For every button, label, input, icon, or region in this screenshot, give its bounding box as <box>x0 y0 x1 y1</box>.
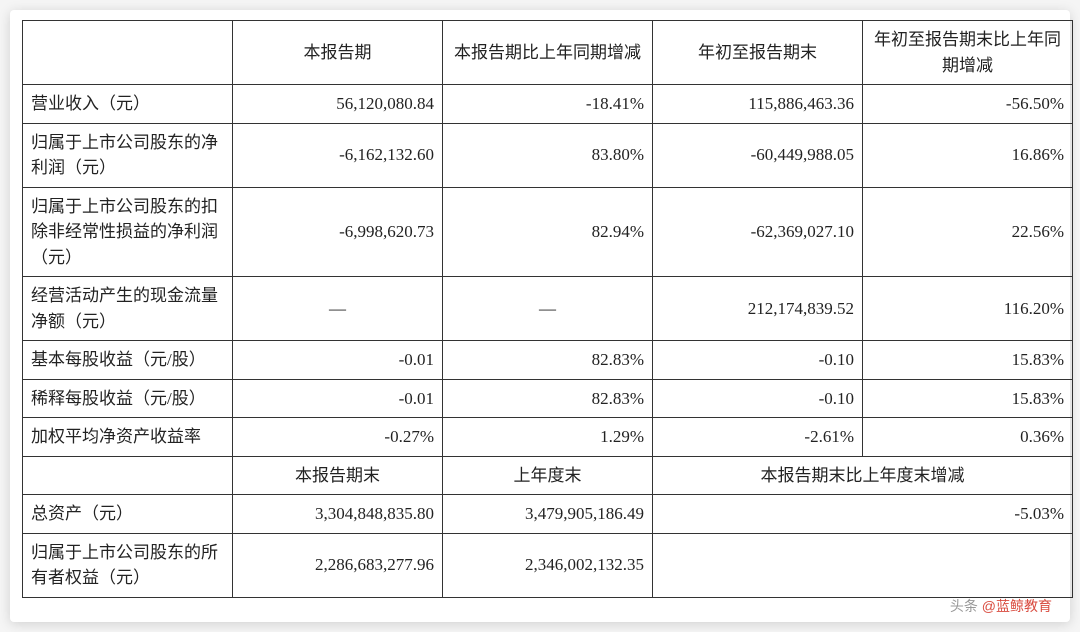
cell-value: 16.86% <box>863 123 1073 187</box>
row-label: 营业收入（元） <box>23 85 233 124</box>
row-label: 归属于上市公司股东的扣除非经常性损益的净利润（元） <box>23 187 233 277</box>
cell-value: — <box>233 277 443 341</box>
table-row: 总资产（元） 3,304,848,835.80 3,479,905,186.49… <box>23 495 1073 534</box>
cell-value: 15.83% <box>863 379 1073 418</box>
col-header-period-end: 本报告期末 <box>233 456 443 495</box>
table-row: 稀释每股收益（元/股） -0.01 82.83% -0.10 15.83% <box>23 379 1073 418</box>
cell-value: 116.20% <box>863 277 1073 341</box>
table-row: 经营活动产生的现金流量净额（元） — — 212,174,839.52 116.… <box>23 277 1073 341</box>
section2-header-row: 本报告期末 上年度末 本报告期末比上年度末增减 <box>23 456 1073 495</box>
row-label: 基本每股收益（元/股） <box>23 341 233 380</box>
cell-value: -0.10 <box>653 341 863 380</box>
table-card: 本报告期 本报告期比上年同期增减 年初至报告期末 年初至报告期末比上年同期增减 … <box>10 10 1070 622</box>
cell-value: -18.41% <box>443 85 653 124</box>
table-row: 归属于上市公司股东的扣除非经常性损益的净利润（元） -6,998,620.73 … <box>23 187 1073 277</box>
table-row: 营业收入（元） 56,120,080.84 -18.41% 115,886,46… <box>23 85 1073 124</box>
cell-value: 2,286,683,277.96 <box>233 533 443 597</box>
col-header-prev-year-end: 上年度末 <box>443 456 653 495</box>
cell-value: -0.01 <box>233 341 443 380</box>
cell-value: 15.83% <box>863 341 1073 380</box>
cell-value <box>653 533 1073 597</box>
cell-value: 2,346,002,132.35 <box>443 533 653 597</box>
cell-value: -0.27% <box>233 418 443 457</box>
cell-value: 3,304,848,835.80 <box>233 495 443 534</box>
cell-value: 82.83% <box>443 379 653 418</box>
row-label: 经营活动产生的现金流量净额（元） <box>23 277 233 341</box>
cell-value: -6,998,620.73 <box>233 187 443 277</box>
cell-value: -56.50% <box>863 85 1073 124</box>
col-header-change: 本报告期末比上年度末增减 <box>653 456 1073 495</box>
row-label: 归属于上市公司股东的净利润（元） <box>23 123 233 187</box>
blank-header <box>23 456 233 495</box>
cell-value: 3,479,905,186.49 <box>443 495 653 534</box>
cell-value: 83.80% <box>443 123 653 187</box>
col-header-yoy: 本报告期比上年同期增减 <box>443 21 653 85</box>
table-row: 加权平均净资产收益率 -0.27% 1.29% -2.61% 0.36% <box>23 418 1073 457</box>
cell-value: 115,886,463.36 <box>653 85 863 124</box>
financial-table: 本报告期 本报告期比上年同期增减 年初至报告期末 年初至报告期末比上年同期增减 … <box>22 20 1073 598</box>
cell-value: 82.83% <box>443 341 653 380</box>
table-row: 归属于上市公司股东的所有者权益（元） 2,286,683,277.96 2,34… <box>23 533 1073 597</box>
row-label: 加权平均净资产收益率 <box>23 418 233 457</box>
row-label: 稀释每股收益（元/股） <box>23 379 233 418</box>
cell-value: 82.94% <box>443 187 653 277</box>
section1-header-row: 本报告期 本报告期比上年同期增减 年初至报告期末 年初至报告期末比上年同期增减 <box>23 21 1073 85</box>
table-row: 基本每股收益（元/股） -0.01 82.83% -0.10 15.83% <box>23 341 1073 380</box>
col-header-ytd: 年初至报告期末 <box>653 21 863 85</box>
cell-value: 1.29% <box>443 418 653 457</box>
cell-value: 0.36% <box>863 418 1073 457</box>
cell-value: -2.61% <box>653 418 863 457</box>
cell-value: -5.03% <box>653 495 1073 534</box>
cell-value: -60,449,988.05 <box>653 123 863 187</box>
cell-value: 56,120,080.84 <box>233 85 443 124</box>
col-header-ytd-yoy: 年初至报告期末比上年同期增减 <box>863 21 1073 85</box>
cell-value: -0.01 <box>233 379 443 418</box>
watermark-suffix: @蓝鲸教育 <box>982 598 1052 614</box>
table-row: 归属于上市公司股东的净利润（元） -6,162,132.60 83.80% -6… <box>23 123 1073 187</box>
col-header-current: 本报告期 <box>233 21 443 85</box>
watermark-prefix: 头条 <box>950 598 978 614</box>
row-label: 归属于上市公司股东的所有者权益（元） <box>23 533 233 597</box>
blank-header <box>23 21 233 85</box>
cell-value: -62,369,027.10 <box>653 187 863 277</box>
cell-value: 212,174,839.52 <box>653 277 863 341</box>
cell-value: — <box>443 277 653 341</box>
cell-value: -0.10 <box>653 379 863 418</box>
watermark: 头条 @蓝鲸教育 <box>950 596 1052 616</box>
cell-value: -6,162,132.60 <box>233 123 443 187</box>
row-label: 总资产（元） <box>23 495 233 534</box>
cell-value: 22.56% <box>863 187 1073 277</box>
